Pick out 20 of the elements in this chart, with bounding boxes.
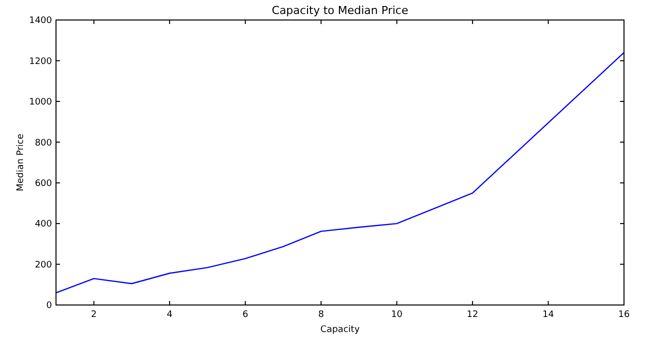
chart-title: Capacity to Median Price	[272, 4, 408, 17]
x-tick-label: 8	[318, 310, 324, 320]
x-axis-title: Capacity	[320, 325, 360, 335]
y-axis-title: Median Price	[16, 133, 26, 192]
y-tick-label: 1000	[29, 98, 52, 108]
y-tick-label: 400	[34, 220, 52, 230]
y-tick-label: 600	[34, 179, 52, 190]
x-tick-label: 4	[166, 310, 173, 320]
y-tick-label: 1400	[29, 16, 52, 26]
x-tick-label: 2	[91, 310, 97, 320]
x-tick-label: 16	[618, 310, 630, 320]
y-tick-label: 1200	[29, 56, 52, 67]
line-series	[55, 52, 625, 294]
x-tick-label: 6	[242, 310, 248, 320]
x-tick-label: 14	[542, 310, 554, 320]
y-tick-label: 200	[34, 260, 52, 270]
x-tick-label: 12	[466, 310, 478, 320]
y-tick-label: 0	[46, 301, 52, 312]
y-tick-label: 800	[34, 138, 52, 148]
x-tick-label: 10	[391, 310, 403, 320]
